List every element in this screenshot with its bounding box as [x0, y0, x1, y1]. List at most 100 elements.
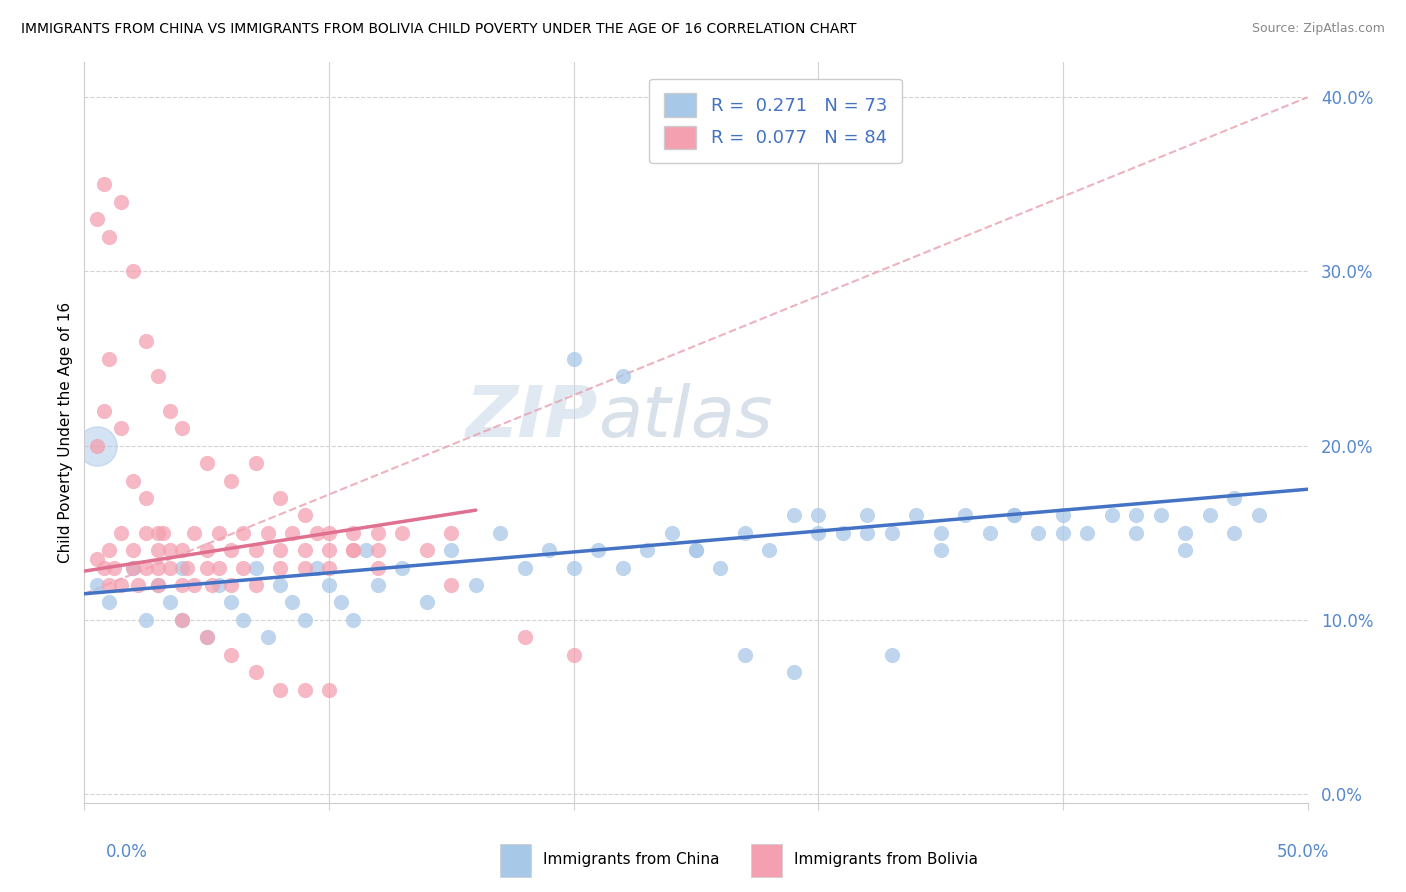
- Point: [342, 543, 364, 558]
- Point: [245, 456, 267, 470]
- Point: [135, 613, 157, 627]
- Point: [318, 682, 340, 697]
- Point: [979, 525, 1001, 540]
- Point: [294, 508, 316, 523]
- Point: [269, 682, 291, 697]
- Point: [122, 560, 145, 574]
- Point: [612, 560, 634, 574]
- Point: [127, 578, 149, 592]
- Point: [1174, 525, 1197, 540]
- Point: [257, 525, 280, 540]
- Text: atlas: atlas: [598, 384, 773, 452]
- Point: [110, 194, 132, 209]
- Point: [562, 648, 585, 662]
- Point: [159, 560, 181, 574]
- Point: [195, 543, 218, 558]
- Point: [172, 421, 194, 435]
- Point: [661, 525, 683, 540]
- Point: [195, 630, 218, 644]
- Point: [219, 474, 242, 488]
- Point: [513, 630, 536, 644]
- Point: [281, 595, 304, 609]
- Y-axis label: Child Poverty Under the Age of 16: Child Poverty Under the Age of 16: [58, 302, 73, 563]
- Point: [1223, 491, 1246, 505]
- Point: [367, 543, 389, 558]
- Point: [342, 543, 364, 558]
- Point: [269, 543, 291, 558]
- Point: [122, 474, 145, 488]
- Point: [464, 578, 486, 592]
- Point: [318, 525, 340, 540]
- Point: [562, 560, 585, 574]
- Point: [97, 351, 120, 366]
- Point: [245, 665, 267, 680]
- Text: Immigrants from Bolivia: Immigrants from Bolivia: [794, 853, 977, 867]
- Point: [562, 351, 585, 366]
- Point: [831, 525, 853, 540]
- Text: 0.0%: 0.0%: [105, 843, 148, 861]
- Point: [159, 404, 181, 418]
- Point: [1125, 508, 1147, 523]
- Point: [1002, 508, 1025, 523]
- Point: [195, 630, 218, 644]
- Point: [391, 525, 413, 540]
- Point: [305, 560, 328, 574]
- Point: [245, 560, 267, 574]
- Bar: [501, 844, 531, 877]
- Point: [135, 491, 157, 505]
- Point: [953, 508, 976, 523]
- Point: [294, 560, 316, 574]
- Text: Immigrants from China: Immigrants from China: [543, 853, 720, 867]
- Text: ZIP: ZIP: [465, 384, 598, 452]
- Point: [1052, 508, 1074, 523]
- Point: [856, 525, 879, 540]
- Point: [97, 229, 120, 244]
- Point: [86, 552, 108, 566]
- Point: [734, 525, 756, 540]
- Point: [807, 508, 830, 523]
- Point: [97, 543, 120, 558]
- Point: [195, 560, 218, 574]
- Point: [440, 525, 463, 540]
- Point: [318, 560, 340, 574]
- Point: [146, 578, 169, 592]
- Point: [172, 578, 194, 592]
- Point: [135, 560, 157, 574]
- Point: [318, 578, 340, 592]
- Point: [245, 578, 267, 592]
- Point: [513, 560, 536, 574]
- Point: [152, 525, 174, 540]
- Point: [110, 525, 132, 540]
- Point: [856, 508, 879, 523]
- Point: [281, 525, 304, 540]
- Point: [367, 578, 389, 592]
- Point: [1101, 508, 1123, 523]
- Point: [367, 525, 389, 540]
- Point: [305, 525, 328, 540]
- Point: [219, 578, 242, 592]
- Point: [122, 264, 145, 278]
- Point: [685, 543, 707, 558]
- Text: Source: ZipAtlas.com: Source: ZipAtlas.com: [1251, 22, 1385, 36]
- Point: [86, 578, 108, 592]
- Point: [86, 439, 108, 453]
- Point: [110, 578, 132, 592]
- Point: [172, 560, 194, 574]
- Point: [183, 578, 205, 592]
- Point: [294, 543, 316, 558]
- Bar: [751, 844, 782, 877]
- Point: [269, 560, 291, 574]
- Point: [219, 648, 242, 662]
- Point: [146, 560, 169, 574]
- Point: [93, 560, 115, 574]
- Point: [342, 525, 364, 540]
- Point: [93, 178, 115, 192]
- Point: [416, 595, 439, 609]
- Point: [219, 543, 242, 558]
- Point: [146, 543, 169, 558]
- Point: [489, 525, 512, 540]
- Point: [1223, 525, 1246, 540]
- Point: [905, 508, 928, 523]
- Point: [294, 682, 316, 697]
- Point: [146, 578, 169, 592]
